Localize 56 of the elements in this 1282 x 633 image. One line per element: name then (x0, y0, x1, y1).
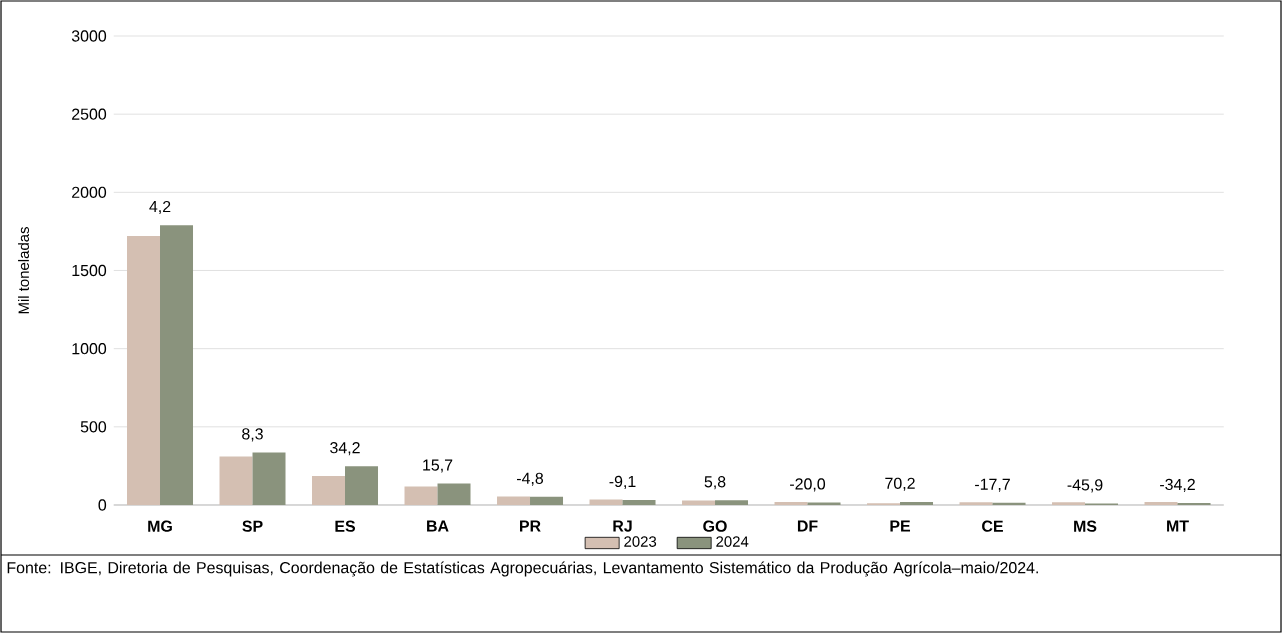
y-tick-label: 2000 (72, 186, 107, 198)
bar (715, 500, 749, 505)
y-axis-title: Mil toneladas (18, 227, 30, 314)
annotation: 70,2 (885, 477, 915, 491)
bar (1052, 502, 1086, 505)
x-tick-label: MT (1167, 520, 1189, 532)
annotation: 34,2 (330, 442, 360, 456)
bar (959, 502, 993, 505)
bar (219, 456, 253, 505)
annotation: 8,3 (242, 428, 263, 442)
bar (127, 236, 161, 505)
x-tick-label: BA (427, 520, 449, 532)
annotation: -20,0 (790, 478, 826, 492)
y-tick-label: 0 (98, 499, 107, 511)
bar (345, 466, 379, 505)
x-tick-label: PE (890, 520, 911, 532)
bar (1144, 501, 1178, 505)
y-tick-label: 500 (80, 421, 107, 433)
bar (312, 476, 346, 505)
x-tick-label: RJ (613, 520, 632, 532)
bar (900, 501, 934, 505)
bar (497, 496, 531, 505)
x-tick-label: MS (1074, 520, 1097, 532)
x-tick-label: CE (982, 520, 1003, 532)
x-tick-label: PR (520, 520, 541, 532)
annotation: 15,7 (423, 459, 453, 473)
x-tick-label: ES (335, 520, 356, 532)
bar (530, 496, 564, 505)
annotation: -17,7 (975, 478, 1010, 492)
x-tick-label: SP (242, 520, 263, 532)
y-tick-label: 3000 (71, 30, 107, 42)
bar (774, 501, 808, 505)
legend-label: 2024 (716, 536, 749, 547)
legend-label: 2023 (624, 536, 657, 547)
annotation: -9,1 (609, 475, 636, 489)
annotation: 4,2 (149, 200, 171, 215)
bar (682, 500, 716, 505)
bar (622, 499, 656, 505)
bar (589, 499, 623, 505)
y-tick-label: 2500 (72, 108, 107, 120)
annotation: 5,8 (704, 476, 726, 490)
y-tick-label: 1000 (72, 343, 107, 355)
x-tick-label: GO (703, 520, 727, 532)
annotation: -4,8 (517, 472, 544, 486)
x-tick-label: MG (148, 520, 172, 532)
bar (160, 225, 194, 505)
x-tick-label: DF (797, 520, 818, 532)
annotation: -45,9 (1067, 479, 1103, 493)
source-note: Fonte: IBGE, Diretoria de Pesquisas, Coordenação de Estatísticas Agropecuárias, Levantamento Sistemático da Produção Agrícola–maio/2024. (7, 561, 1038, 577)
bar (437, 483, 471, 505)
bar (404, 486, 438, 505)
bar (252, 452, 286, 505)
y-tick-label: 1500 (72, 264, 107, 277)
bar (1177, 502, 1211, 505)
bar (992, 502, 1026, 505)
annotation: -34,2 (1160, 478, 1195, 492)
